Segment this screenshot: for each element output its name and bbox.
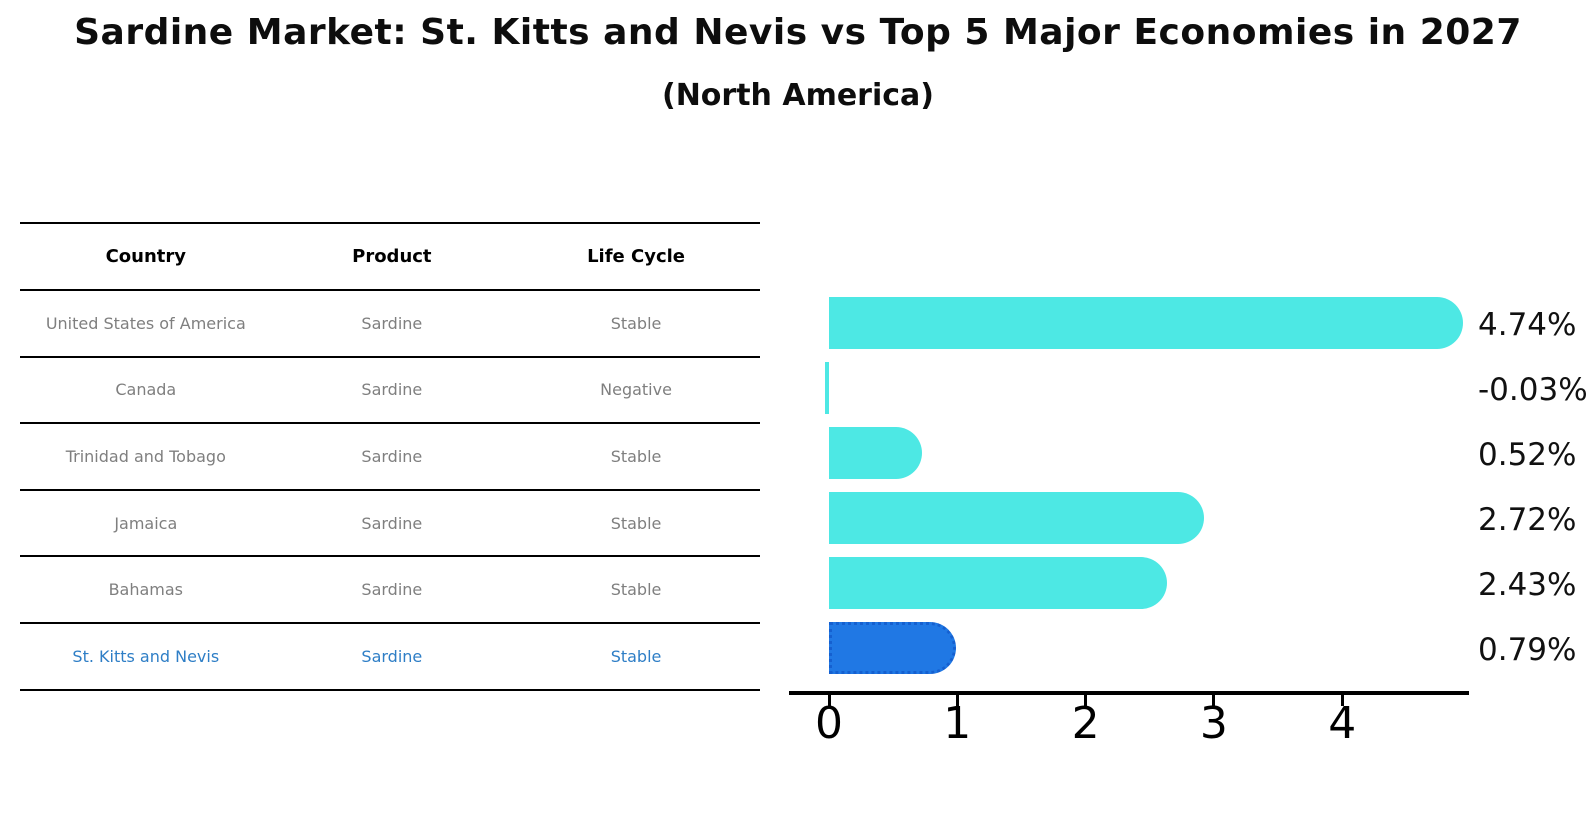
table-row: Bahamas Sardine Stable xyxy=(20,557,760,624)
cell-country: Bahamas xyxy=(108,580,184,600)
x-axis-tick-label: 4 xyxy=(1328,698,1357,749)
column-header-life-cycle: Life Cycle xyxy=(587,246,685,267)
table-row: Trinidad and Tobago Sardine Stable xyxy=(20,424,760,491)
cell-country: United States of America xyxy=(45,313,246,333)
country-table: Country Product Life Cycle United States… xyxy=(20,222,760,691)
cell-life-cycle: Stable xyxy=(610,513,662,533)
cell-country: Canada xyxy=(115,380,177,400)
cell-country: St. Kitts and Nevis xyxy=(72,646,220,666)
x-axis-tick xyxy=(827,695,831,706)
x-axis-tick-label: 1 xyxy=(943,698,972,749)
cell-product: Sardine xyxy=(361,313,423,333)
cell-country: Jamaica xyxy=(114,513,178,533)
cell-life-cycle: Negative xyxy=(600,380,672,400)
bar-united-states-of-america xyxy=(829,297,1464,349)
cell-product: Sardine xyxy=(361,513,423,533)
table-header-row: Country Product Life Cycle xyxy=(20,224,760,291)
x-axis-tick-label: 2 xyxy=(1071,698,1100,749)
table-row: Canada Sardine Negative xyxy=(20,358,760,425)
x-axis-tick xyxy=(1084,695,1088,706)
cell-product: Sardine xyxy=(361,446,423,466)
bar-value-label: 0.52% xyxy=(1478,437,1577,473)
column-header-country: Country xyxy=(105,246,186,267)
bar-value-label: 2.72% xyxy=(1478,502,1577,538)
table-row: United States of America Sardine Stable xyxy=(20,291,760,358)
column-header-product: Product xyxy=(352,246,432,267)
x-axis-tick xyxy=(955,695,959,706)
x-axis-tick xyxy=(1212,695,1216,706)
bar-jamaica xyxy=(829,492,1204,544)
cell-life-cycle: Stable xyxy=(610,646,662,666)
cell-life-cycle: Stable xyxy=(610,580,662,600)
bar-canada xyxy=(825,362,829,414)
bar-value-label: -0.03% xyxy=(1478,372,1588,408)
bar-trinidad-and-tobago xyxy=(829,427,922,479)
page-title: Sardine Market: St. Kitts and Nevis vs T… xyxy=(74,12,1522,53)
x-axis-tick xyxy=(1340,695,1344,706)
table-row-highlight-st-kitts: St. Kitts and Nevis Sardine Stable xyxy=(20,624,760,691)
x-axis-tick-label: 3 xyxy=(1199,698,1228,749)
bar-st-kitts-and-nevis-highlight xyxy=(829,622,957,674)
x-axis-spine xyxy=(789,691,1469,695)
page-subtitle: (North America) xyxy=(661,78,934,113)
cell-country: Trinidad and Tobago xyxy=(65,446,226,466)
table-row: Jamaica Sardine Stable xyxy=(20,491,760,558)
bar-value-label: 4.74% xyxy=(1478,307,1577,343)
bar-value-label: 0.79% xyxy=(1478,632,1577,668)
cell-product: Sardine xyxy=(361,646,423,666)
x-axis-tick-label: 0 xyxy=(815,698,843,749)
cell-life-cycle: Stable xyxy=(610,446,662,466)
cell-life-cycle: Stable xyxy=(610,313,662,333)
bar-value-label: 2.43% xyxy=(1478,567,1577,603)
bar-bahamas xyxy=(829,557,1167,609)
cell-product: Sardine xyxy=(361,580,423,600)
cell-product: Sardine xyxy=(361,380,423,400)
